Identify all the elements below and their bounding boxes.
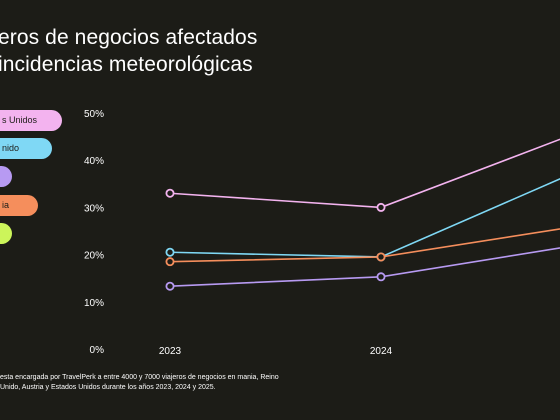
legend-label: s Unidos <box>2 115 38 125</box>
series-line-1 <box>169 178 560 258</box>
y-tick-label: 10% <box>84 298 104 309</box>
legend-item-1: nido <box>0 138 52 159</box>
series-3-point <box>165 281 175 291</box>
legend-item-3: ia <box>0 195 38 216</box>
x-tick-label: 2024 <box>370 346 393 357</box>
series-0-point <box>165 188 175 198</box>
series-1-point <box>165 247 175 257</box>
legend-item-0: s Unidos <box>0 110 62 131</box>
series-line-0 <box>169 138 560 209</box>
y-tick-label: 0% <box>90 345 105 356</box>
legend-label: nido <box>2 143 20 153</box>
y-tick-label: 30% <box>84 203 104 214</box>
series-0-point <box>376 202 386 212</box>
footnote: esta encargada por TravelPerk a entre 40… <box>0 374 279 391</box>
series-2-point <box>165 257 175 267</box>
legend-label: ia <box>2 200 10 210</box>
y-tick-label: 40% <box>84 156 104 167</box>
legend-item-4 <box>0 223 12 244</box>
y-tick-label: 20% <box>84 251 104 262</box>
chart-title: eros de negocios afectados incidencias m… <box>0 26 258 76</box>
series-3-point <box>376 272 386 282</box>
series-line-3 <box>169 247 560 288</box>
series-2-point <box>376 252 386 262</box>
legend-item-2 <box>0 166 12 187</box>
y-tick-label: 50% <box>84 109 104 120</box>
legend: s Unidos nido ia <box>0 0 62 260</box>
x-tick-label: 2023 <box>159 346 182 357</box>
